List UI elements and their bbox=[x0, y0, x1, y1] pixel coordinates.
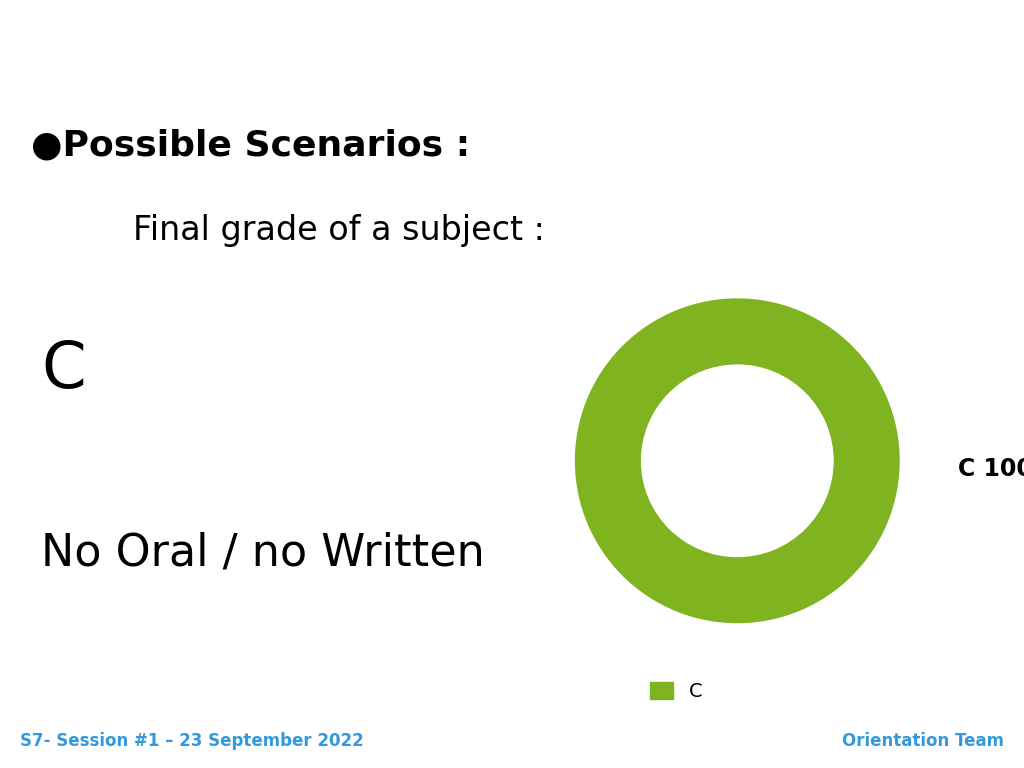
Text: C 100 %: C 100 % bbox=[958, 457, 1024, 481]
Text: Orientation Team: Orientation Team bbox=[842, 732, 1004, 750]
Text: C: C bbox=[41, 339, 86, 402]
Text: Proportion of the different components: Proportion of the different components bbox=[31, 39, 773, 72]
Legend: C: C bbox=[642, 674, 710, 709]
Text: Final grade of a subject :: Final grade of a subject : bbox=[133, 214, 545, 247]
Text: No Oral / no Written: No Oral / no Written bbox=[41, 532, 484, 575]
Text: S7- Session #1 – 23 September 2022: S7- Session #1 – 23 September 2022 bbox=[20, 732, 365, 750]
Wedge shape bbox=[573, 297, 901, 624]
Text: ●Possible Scenarios :: ●Possible Scenarios : bbox=[31, 129, 470, 163]
